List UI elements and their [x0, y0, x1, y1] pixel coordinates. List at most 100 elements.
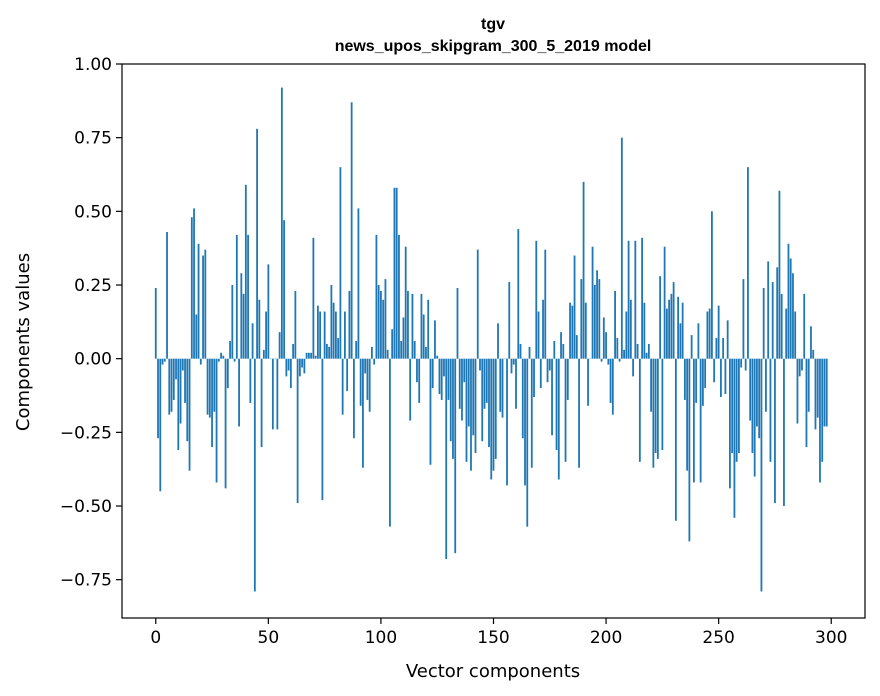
- bar-90: [357, 208, 360, 359]
- bar-128: [443, 358, 445, 377]
- bar-153: [499, 358, 502, 412]
- bar-158: [510, 358, 513, 374]
- x-tick-label-200: 200: [590, 628, 622, 648]
- bar-220: [650, 358, 653, 412]
- bar-252: [722, 338, 725, 359]
- bar-86: [348, 290, 351, 359]
- bar-214: [636, 343, 639, 359]
- bar-196: [596, 270, 598, 359]
- bar-172: [542, 299, 544, 359]
- bar-60: [289, 358, 292, 389]
- bar-120: [425, 346, 427, 359]
- bar-263: [747, 167, 749, 359]
- bar-169: [535, 240, 538, 359]
- bar-242: [699, 358, 702, 483]
- bar-28: [217, 358, 220, 362]
- bar-246: [708, 308, 711, 359]
- bar-262: [744, 358, 747, 371]
- bar-2: [159, 358, 162, 492]
- y-tick-label-0: −0.75: [60, 571, 112, 591]
- bar-289: [805, 358, 808, 448]
- bar-100: [380, 290, 382, 359]
- bar-182: [564, 358, 567, 462]
- bar-295: [819, 358, 821, 483]
- bar-16: [190, 217, 193, 359]
- bar-129: [445, 358, 448, 560]
- bar-275: [774, 358, 776, 504]
- bar-213: [634, 240, 637, 359]
- bar-268: [758, 358, 761, 439]
- bar-159: [512, 358, 515, 365]
- bar-240: [695, 358, 698, 403]
- bar-170: [537, 311, 540, 359]
- bar-9: [175, 358, 177, 380]
- bar-185: [571, 305, 574, 359]
- bar-39: [242, 293, 245, 359]
- x-tick-label-100: 100: [365, 628, 397, 648]
- plot-area: [122, 64, 865, 618]
- bar-24: [208, 358, 211, 418]
- bar-72: [316, 305, 319, 359]
- bar-95: [368, 358, 371, 412]
- bar-166: [528, 346, 531, 359]
- bar-58: [285, 358, 288, 377]
- bar-237: [688, 358, 691, 542]
- bar-118: [420, 293, 423, 359]
- bar-35: [233, 358, 236, 362]
- bar-178: [555, 358, 558, 451]
- bar-251: [720, 358, 722, 397]
- bar-26: [213, 358, 216, 412]
- bar-249: [715, 338, 718, 359]
- bar-97: [373, 358, 376, 365]
- bar-152: [497, 323, 499, 359]
- bar-215: [638, 358, 641, 462]
- bar-76: [325, 343, 328, 359]
- bar-212: [632, 358, 634, 377]
- bar-113: [409, 358, 412, 421]
- bar-187: [575, 335, 578, 359]
- bar-238: [690, 335, 693, 359]
- bar-211: [629, 299, 632, 359]
- bar-189: [580, 279, 583, 359]
- bar-27: [215, 358, 218, 483]
- bar-93: [364, 358, 367, 374]
- bar-274: [771, 282, 774, 359]
- bar-77: [328, 346, 331, 359]
- bar-296: [821, 358, 824, 462]
- bar-231: [674, 358, 677, 521]
- bar-91: [359, 358, 362, 406]
- bar-140: [470, 358, 472, 471]
- x-tick-label-150: 150: [477, 628, 509, 648]
- bar-179: [557, 358, 560, 480]
- bar-258: [735, 358, 738, 462]
- bar-174: [546, 358, 549, 383]
- y-tick-label-6: 0.75: [74, 129, 112, 149]
- bar-31: [224, 358, 227, 489]
- bar-161: [517, 229, 520, 359]
- bar-209: [625, 311, 628, 359]
- bar-68: [307, 352, 310, 359]
- bar-183: [566, 358, 569, 400]
- bar-55: [278, 332, 281, 359]
- bar-42: [249, 358, 252, 403]
- x-tick-label-250: 250: [702, 628, 734, 648]
- bar-247: [711, 211, 713, 359]
- bar-269: [760, 358, 763, 592]
- bar-204: [614, 290, 616, 359]
- y-axis-label: Components values: [13, 253, 34, 431]
- bar-98: [375, 234, 378, 359]
- bar-175: [548, 358, 551, 371]
- bar-281: [787, 243, 790, 359]
- y-tick-label-5: 0.50: [74, 202, 112, 222]
- bar-74: [321, 358, 324, 501]
- bar-239: [692, 358, 695, 483]
- bar-150: [492, 358, 495, 471]
- bar-264: [749, 358, 752, 421]
- bar-167: [530, 358, 533, 468]
- bar-84: [344, 311, 346, 359]
- chart-title: tgv: [481, 16, 505, 33]
- bar-181: [562, 343, 565, 359]
- bar-20: [199, 358, 202, 365]
- bar-56: [280, 87, 283, 359]
- bar-255: [729, 358, 731, 489]
